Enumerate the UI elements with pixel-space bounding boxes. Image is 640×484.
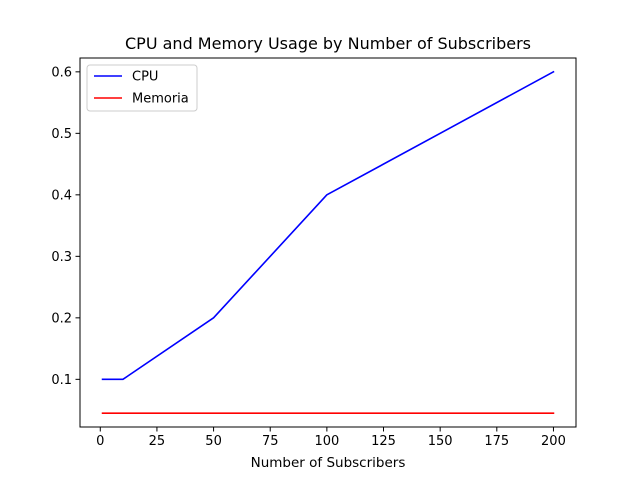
plot-frame xyxy=(79,57,577,428)
y-tick-label: 0.1 xyxy=(51,373,72,388)
axes: 0 25 50 75 100 125 150 175 200 0.1 0.2 0.3 0.4 0.5 0.6 xyxy=(51,65,566,449)
x-tick-label: 175 xyxy=(484,434,509,449)
series-line-cpu xyxy=(101,70,555,381)
x-tick-label: 125 xyxy=(371,434,396,449)
x-tick-label: 25 xyxy=(149,434,166,449)
legend: CPU Memoria xyxy=(86,64,198,112)
plot-area xyxy=(101,70,555,414)
x-tick-label: 200 xyxy=(541,434,566,449)
x-tick-label: 100 xyxy=(314,434,339,449)
chart-title: CPU and Memory Usage by Number of Subscr… xyxy=(125,34,531,53)
x-axis-label: Number of Subscribers xyxy=(251,455,406,471)
y-tick-label: 0.4 xyxy=(51,188,72,203)
y-tick-label: 0.2 xyxy=(51,311,72,326)
x-tick-label: 0 xyxy=(96,434,104,449)
y-tick-label: 0.6 xyxy=(51,65,72,80)
x-tick-label: 150 xyxy=(428,434,453,449)
y-tick-label: 0.3 xyxy=(51,250,72,265)
legend-label-cpu: CPU xyxy=(132,70,158,85)
x-tick-label: 50 xyxy=(205,434,222,449)
legend-label-memoria: Memoria xyxy=(132,92,189,107)
x-tick-label: 75 xyxy=(262,434,279,449)
y-tick-label: 0.5 xyxy=(51,127,72,142)
